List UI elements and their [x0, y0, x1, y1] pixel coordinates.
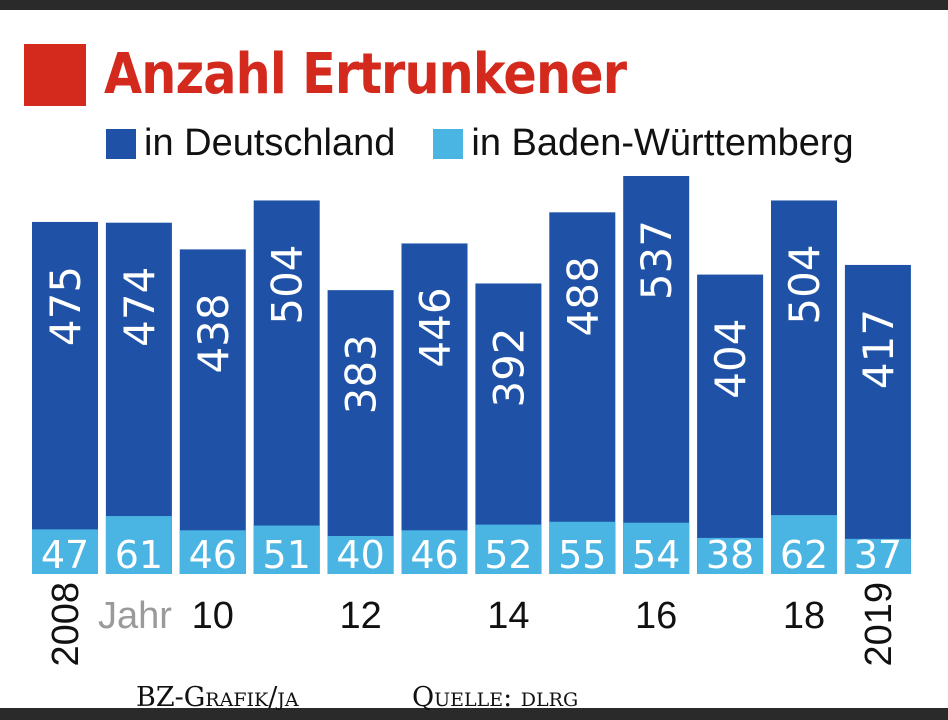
- value-label-baden-wuerttemberg-2016: 54: [632, 533, 680, 577]
- value-label-baden-wuerttemberg-2018: 62: [780, 533, 828, 577]
- bar-baden-wuerttemberg-2018: [771, 515, 837, 574]
- value-label-deutschland-2019: 417: [854, 309, 903, 389]
- bar-deutschland-2009: [105, 222, 172, 574]
- legend-label-baden-wuerttemberg: in Baden-Württemberg: [471, 122, 854, 164]
- bar-baden-wuerttemberg-2019: [844, 538, 911, 574]
- value-label-baden-wuerttemberg-2013: 46: [410, 533, 458, 577]
- value-label-deutschland-2010: 438: [189, 293, 238, 373]
- legend-swatch-deutschland: [106, 128, 136, 159]
- x-tick-label-2019: 2019: [858, 582, 900, 667]
- x-tick-label-2008: 2008: [45, 582, 87, 667]
- value-label-baden-wuerttemberg-2012: 40: [336, 533, 384, 577]
- value-label-deutschland-2012: 383: [337, 334, 386, 414]
- legend-item-baden-wuerttemberg: in Baden-Württemberg: [433, 122, 854, 165]
- value-label-deutschland-2017: 404: [706, 319, 755, 399]
- value-label-baden-wuerttemberg-2014: 52: [484, 533, 532, 577]
- value-label-baden-wuerttemberg-2011: 51: [263, 533, 311, 577]
- x-tick-label-10: 10: [192, 595, 234, 637]
- bar-deutschland-2012: [327, 290, 394, 574]
- x-tick-label-18: 18: [783, 595, 825, 637]
- value-label-deutschland-2011: 504: [263, 244, 312, 324]
- bar-baden-wuerttemberg-2016: [623, 522, 690, 574]
- value-label-deutschland-2018: 504: [780, 244, 829, 324]
- bar-baden-wuerttemberg-2013: [401, 530, 468, 574]
- bar-baden-wuerttemberg-2015: [549, 521, 616, 574]
- x-tick-label-16: 16: [635, 595, 677, 637]
- value-label-deutschland-2013: 446: [411, 287, 460, 367]
- bar-deutschland-2013: [401, 243, 468, 574]
- value-label-baden-wuerttemberg-2010: 46: [189, 533, 237, 577]
- value-label-baden-wuerttemberg-2017: 38: [706, 533, 754, 577]
- bar-deutschland-2018: [771, 200, 837, 574]
- x-tick-label-14: 14: [487, 595, 529, 637]
- value-label-baden-wuerttemberg-2015: 55: [558, 533, 606, 577]
- chart-title: Anzahl Ertrunkener: [104, 42, 627, 107]
- legend-item-deutschland: in Deutschland: [106, 122, 395, 165]
- x-tick-label-12: 12: [339, 595, 381, 637]
- bar-baden-wuerttemberg-2012: [327, 536, 394, 574]
- bar-baden-wuerttemberg-2014: [475, 524, 542, 574]
- value-label-deutschland-2014: 392: [484, 327, 533, 407]
- x-axis-label: Jahr: [98, 595, 172, 637]
- footer-credit: BZ-Grafik/ja: [136, 682, 299, 713]
- value-label-deutschland-2008: 475: [41, 266, 90, 346]
- bar-deutschland-2017: [697, 274, 764, 574]
- bar-baden-wuerttemberg-2010: [179, 530, 246, 574]
- bar-baden-wuerttemberg-2009: [105, 516, 172, 574]
- value-label-baden-wuerttemberg-2008: 47: [41, 533, 89, 577]
- bar-baden-wuerttemberg-2017: [697, 537, 764, 574]
- value-label-deutschland-2016: 537: [632, 220, 681, 300]
- legend: in Deutschland in Baden-Württemberg: [106, 122, 854, 165]
- title-row: Anzahl Ertrunkener: [24, 40, 697, 110]
- bar-baden-wuerttemberg-2008: [32, 529, 98, 574]
- bar-deutschland-2011: [253, 200, 320, 574]
- value-label-deutschland-2015: 488: [558, 256, 607, 336]
- legend-swatch-baden-wuerttemberg: [433, 128, 464, 159]
- footer-source: Quelle: dlrg: [412, 682, 579, 713]
- bar-deutschland-2010: [179, 249, 246, 574]
- title-square-icon: [24, 44, 86, 106]
- value-label-deutschland-2009: 474: [115, 267, 164, 347]
- bar-deutschland-2015: [549, 212, 616, 574]
- bar-deutschland-2019: [844, 264, 911, 574]
- value-label-baden-wuerttemberg-2009: 61: [115, 533, 163, 577]
- legend-label-deutschland: in Deutschland: [144, 122, 396, 164]
- bar-deutschland-2008: [32, 221, 98, 574]
- bar-deutschland-2016: [623, 176, 690, 574]
- value-label-baden-wuerttemberg-2019: 37: [854, 533, 902, 577]
- bar-baden-wuerttemberg-2011: [253, 525, 320, 574]
